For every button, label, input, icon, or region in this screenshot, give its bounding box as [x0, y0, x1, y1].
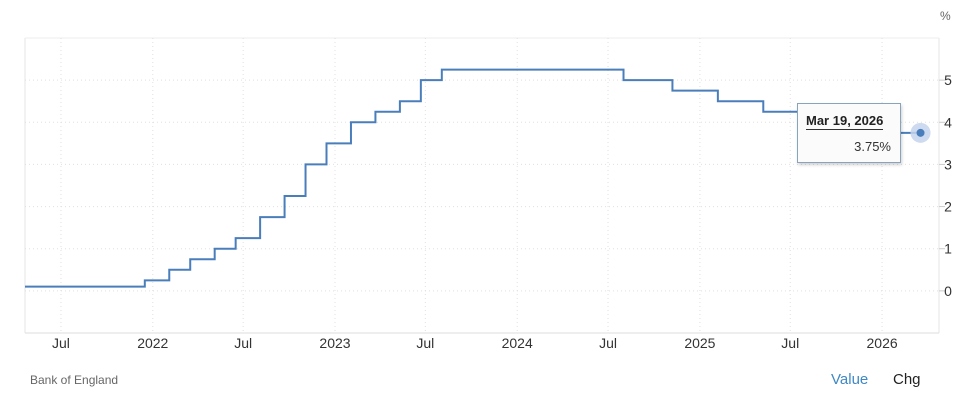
- x-tick-label: 2023: [319, 335, 350, 351]
- y-axis-unit-label: %: [940, 9, 951, 23]
- x-tick-label: Jul: [781, 335, 799, 351]
- y-tick-label: 5: [944, 72, 952, 88]
- x-tick-label: Jul: [416, 335, 434, 351]
- y-tick-label: 2: [944, 199, 952, 215]
- tooltip-value: 3.75%: [854, 139, 891, 154]
- tooltip-date: Mar 19, 2026: [806, 113, 884, 130]
- y-tick-label: 3: [944, 156, 952, 172]
- y-tick-label: 4: [944, 114, 952, 130]
- x-tick-label: 2025: [684, 335, 715, 351]
- data-tooltip: Mar 19, 2026 3.75%: [797, 103, 901, 163]
- series-line: [25, 68, 921, 288]
- x-tick-label: 2022: [137, 335, 168, 351]
- source-label: Bank of England: [30, 373, 119, 387]
- data-point-marker: [916, 128, 925, 137]
- x-tick-label: Jul: [599, 335, 617, 351]
- x-tick-label: Jul: [234, 335, 252, 351]
- y-tick-label: 1: [944, 241, 952, 257]
- value-toggle[interactable]: Value: [831, 371, 869, 388]
- x-tick-label: Jul: [52, 335, 70, 351]
- y-tick-label: 0: [944, 283, 952, 299]
- change-toggle[interactable]: Chg: [893, 371, 921, 388]
- x-tick-label: 2024: [502, 335, 533, 351]
- x-tick-label: 2026: [867, 335, 898, 351]
